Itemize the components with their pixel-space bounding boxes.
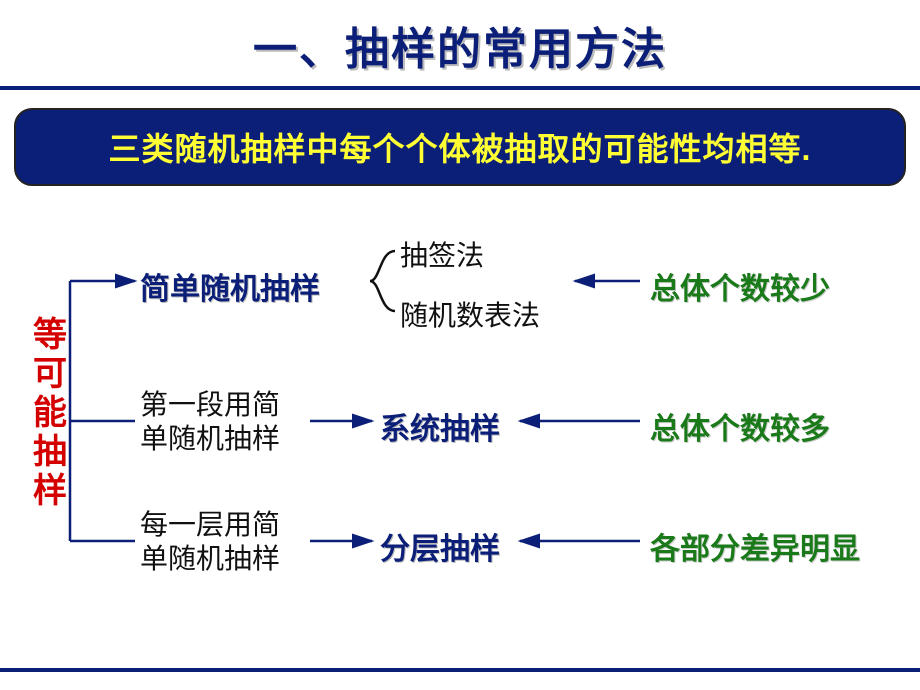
diagram-area: 等可能抽样 简单随机抽样 抽签法 随机数表法 总体个数较少 第一段用简 单随机抽… (0, 196, 920, 656)
note-systematic-l1: 第一段用简 (140, 389, 280, 420)
method-systematic: 系统抽样 (380, 404, 500, 448)
condition-distinct-strata: 各部分差异明显 (650, 524, 860, 568)
note-systematic: 第一段用简 单随机抽样 (140, 388, 280, 455)
method-stratified: 分层抽样 (380, 524, 500, 568)
note-stratified-l1: 每一层用简 (140, 509, 280, 540)
footer-divider (0, 668, 920, 672)
method-simple-random: 简单随机抽样 (140, 264, 320, 308)
title-bar: 一、抽样的常用方法 (0, 0, 920, 90)
submethod-random-number-table: 随机数表法 (400, 294, 540, 334)
title-underline (0, 86, 920, 90)
subtitle-text: 三类随机抽样中每个个体被抽取的可能性均相等. (109, 131, 812, 167)
vertical-label-text: 等可能抽样 (33, 316, 67, 510)
submethod-lottery: 抽签法 (400, 234, 484, 274)
note-stratified: 每一层用简 单随机抽样 (140, 508, 280, 575)
page-title: 一、抽样的常用方法 (253, 13, 667, 77)
note-stratified-l2: 单随机抽样 (140, 543, 280, 574)
condition-small-population: 总体个数较少 (650, 264, 830, 308)
subtitle-box: 三类随机抽样中每个个体被抽取的可能性均相等. (14, 108, 906, 186)
note-systematic-l2: 单随机抽样 (140, 423, 280, 454)
condition-large-population: 总体个数较多 (650, 404, 830, 448)
vertical-label: 等可能抽样 (30, 316, 70, 511)
